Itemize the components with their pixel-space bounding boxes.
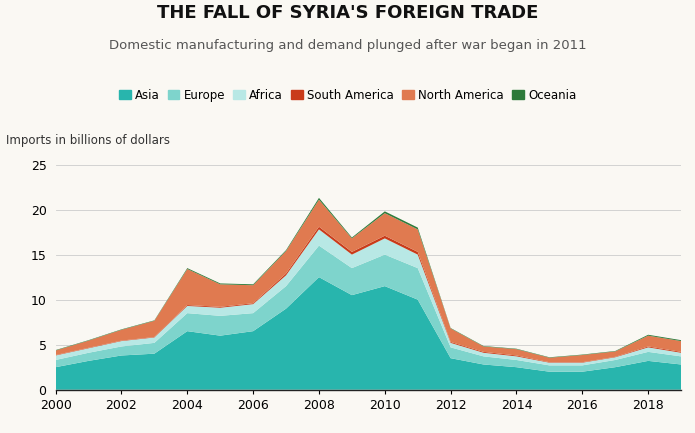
Text: Domestic manufacturing and demand plunged after war began in 2011: Domestic manufacturing and demand plunge… (108, 39, 587, 52)
Text: Imports in billions of dollars: Imports in billions of dollars (6, 133, 170, 146)
Legend: Asia, Europe, Africa, South America, North America, Oceania: Asia, Europe, Africa, South America, Nor… (114, 84, 581, 106)
Text: THE FALL OF SYRIA'S FOREIGN TRADE: THE FALL OF SYRIA'S FOREIGN TRADE (157, 4, 538, 23)
